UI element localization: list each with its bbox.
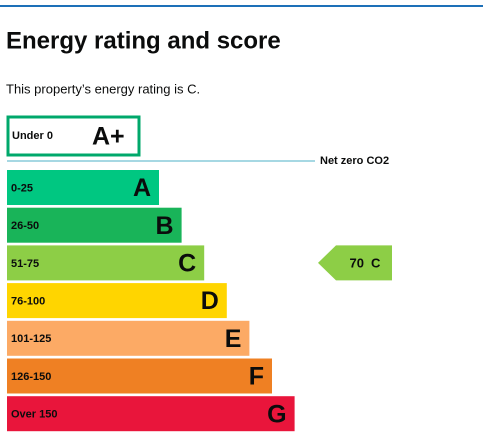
a-plus-letter: A+	[92, 123, 125, 151]
band-letter: B	[156, 212, 174, 240]
band-range: 101-125	[11, 333, 51, 345]
a-plus-range: Under 0	[12, 130, 53, 142]
band-range: 51-75	[11, 258, 39, 270]
band-letter: D	[201, 287, 219, 315]
band-letter: A	[133, 174, 151, 202]
page-title: Energy rating and score	[6, 27, 281, 54]
current-letter: C	[371, 255, 381, 270]
band-letter: F	[249, 363, 264, 391]
band-range: 26-50	[11, 220, 39, 232]
rating-band	[7, 396, 295, 432]
rating-band	[7, 283, 227, 319]
subtitle: This property’s energy rating is C.	[6, 81, 200, 96]
band-letter: E	[225, 325, 242, 353]
current-rating-arrow	[318, 245, 392, 281]
current-score: 70	[350, 255, 364, 270]
band-range: 126-150	[11, 371, 51, 383]
rating-band	[7, 207, 182, 243]
band-range: Over 150	[11, 409, 57, 421]
rating-band	[7, 245, 205, 281]
rating-band	[7, 320, 250, 356]
band-range: 76-100	[11, 296, 45, 308]
band-range: 0-25	[11, 182, 33, 194]
rating-band	[7, 358, 272, 394]
rating-band	[7, 170, 159, 205]
band-letter: C	[178, 250, 196, 278]
net-zero-label: Net zero CO2	[320, 155, 389, 167]
band-letter: G	[267, 400, 286, 428]
a-plus-box	[6, 115, 141, 157]
